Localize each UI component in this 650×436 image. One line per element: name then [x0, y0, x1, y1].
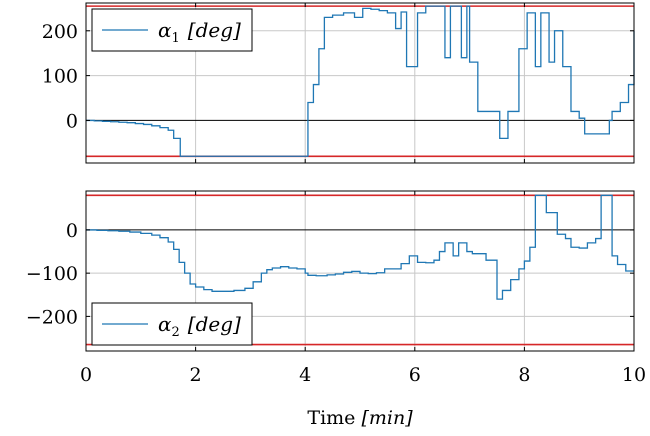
x-tick-label: 0 — [80, 364, 92, 386]
legend-label: α2 [deg] — [158, 312, 241, 340]
y-tick-label: −200 — [26, 306, 78, 328]
y-tick-label: 200 — [42, 21, 78, 43]
legend-label: α1 [deg] — [158, 18, 241, 46]
plot-frame — [85, 190, 635, 352]
series-line — [86, 194, 634, 300]
y-tick-label: 100 — [42, 66, 78, 88]
x-axis-title: Time [min] — [307, 407, 413, 429]
series-line — [86, 5, 635, 157]
x-tick-label: 8 — [518, 364, 530, 386]
x-tick-label: 4 — [299, 364, 311, 386]
x-tick-label: 10 — [622, 364, 646, 386]
y-tick-label: 0 — [66, 220, 78, 242]
x-tick-label: 6 — [409, 364, 421, 386]
x-tick-label: 2 — [190, 364, 202, 386]
y-tick-label: 0 — [66, 110, 78, 132]
y-tick-label: −100 — [26, 263, 78, 285]
plot-frame — [85, 2, 635, 164]
